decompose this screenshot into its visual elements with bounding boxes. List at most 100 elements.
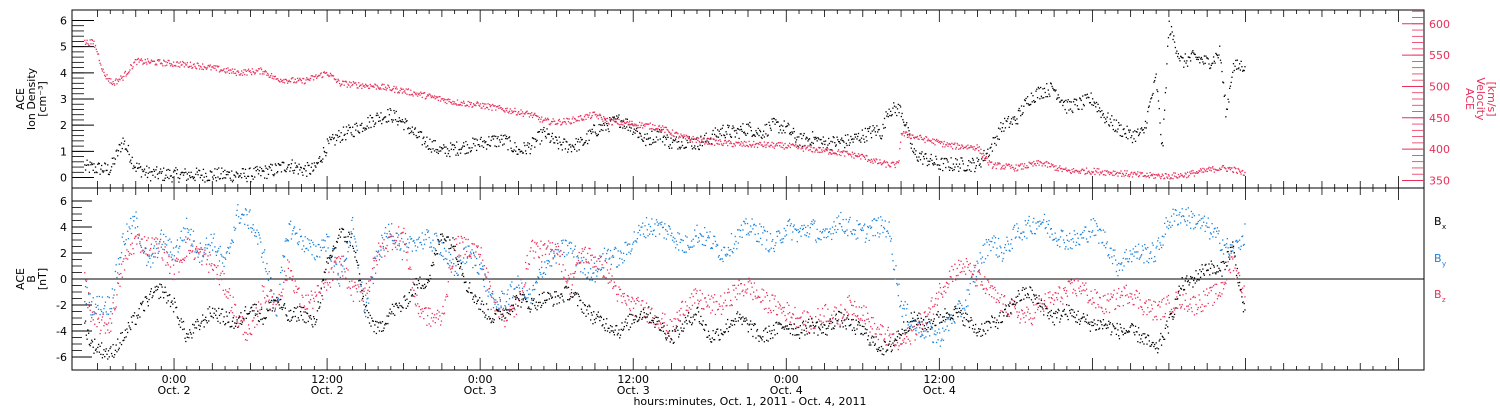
by-point-322 [330, 260, 332, 262]
velocity-point-777 [678, 135, 681, 138]
by-point-300 [313, 257, 316, 259]
by-point-767 [671, 232, 673, 234]
velocity-point-1273 [1058, 166, 1060, 169]
density-point-833 [721, 127, 723, 129]
density-point-642 [575, 138, 577, 140]
velocity-point-73 [140, 59, 142, 61]
by-point-442 [422, 248, 424, 250]
bz-point-35 [110, 322, 113, 324]
density-point-326 [333, 137, 335, 139]
density-point-437 [418, 135, 420, 138]
density-point-1184 [990, 146, 992, 149]
by-point-564 [515, 286, 518, 288]
velocity-point-782 [682, 136, 684, 138]
density-point-664 [592, 131, 594, 133]
density-point-787 [686, 139, 688, 142]
by-point-1013 [859, 223, 861, 225]
velocity-point-145 [195, 67, 197, 69]
density-point-692 [613, 116, 616, 118]
velocity-point-291 [306, 78, 309, 80]
by-point-1263 [1050, 227, 1053, 230]
density-point-561 [513, 149, 515, 151]
density-point-144 [194, 179, 196, 182]
density-point-1415 [1167, 45, 1169, 47]
velocity-point-600 [543, 119, 545, 121]
density-point-1416 [1167, 37, 1170, 39]
velocity-point-1033 [874, 161, 876, 163]
density-point-983 [836, 136, 838, 138]
density-point-468 [442, 147, 444, 149]
by-point-302 [315, 245, 317, 247]
density-point-706 [624, 127, 626, 130]
density-point-1107 [931, 159, 933, 161]
density-point-137 [189, 175, 191, 177]
density-point-1099 [925, 153, 927, 155]
density-point-1303 [1081, 108, 1083, 110]
by-point-880 [757, 233, 759, 235]
density-point-517 [479, 138, 482, 140]
by-point-903 [775, 242, 777, 244]
velocity-point-797 [694, 138, 696, 140]
density-point-343 [346, 132, 348, 135]
by-point-712 [629, 243, 631, 245]
density-point-376 [371, 117, 374, 119]
by-point-112 [169, 251, 172, 253]
velocity-point-496 [463, 102, 466, 104]
velocity-point-149 [198, 64, 200, 67]
density-point-453 [430, 151, 433, 153]
density-point-631 [567, 151, 569, 153]
density-point-679 [603, 124, 606, 126]
velocity-point-1177 [984, 159, 987, 162]
by-point-1022 [866, 233, 868, 235]
velocity-point-889 [764, 144, 766, 146]
density-point-597 [541, 140, 543, 142]
density-point-620 [558, 136, 560, 138]
velocity-point-581 [528, 116, 531, 118]
density-point-601 [544, 130, 546, 133]
by-point-827 [717, 244, 719, 246]
velocity-point-698 [618, 118, 620, 121]
velocity-point-361 [360, 84, 362, 86]
density-point-1436 [1183, 66, 1185, 68]
velocity-point-548 [503, 110, 505, 112]
velocity-point-1478 [1215, 169, 1217, 171]
density-point-862 [743, 131, 746, 133]
by-point-1420 [1170, 215, 1173, 217]
by-point-1255 [1044, 227, 1046, 230]
by-point-1475 [1212, 231, 1215, 233]
density-point-715 [631, 123, 633, 125]
velocity-point-1065 [899, 148, 901, 150]
density-point-546 [502, 144, 504, 146]
density-point-470 [443, 146, 446, 148]
velocity-point-1381 [1141, 172, 1143, 174]
density-point-233 [262, 169, 264, 172]
by-point-1196 [999, 245, 1001, 247]
velocity-point-155 [202, 68, 205, 71]
by-point-1365 [1128, 258, 1131, 260]
velocity-point-1426 [1175, 175, 1177, 178]
velocity-point-1441 [1186, 171, 1189, 174]
by-point-1232 [1026, 222, 1029, 224]
density-point-119 [175, 167, 177, 169]
velocity-point-1315 [1090, 173, 1092, 175]
velocity-point-660 [589, 112, 591, 114]
by-point-1333 [1104, 231, 1106, 233]
density-point-701 [620, 120, 622, 122]
by-point-497 [464, 262, 466, 265]
by-point-594 [538, 268, 541, 271]
by-point-1100 [925, 324, 928, 326]
density-point-82 [146, 176, 149, 179]
velocity-point-444 [423, 92, 426, 94]
velocity-point-328 [335, 78, 337, 81]
by-point-576 [524, 282, 527, 284]
by-point-125 [179, 237, 182, 239]
bz-point-153 [201, 264, 203, 266]
by-point-640 [573, 248, 576, 250]
velocity-point-780 [681, 134, 683, 137]
density-point-1049 [886, 113, 889, 115]
density-point-707 [625, 118, 627, 120]
velocity-point-965 [822, 147, 824, 149]
by-point-1288 [1069, 247, 1072, 249]
velocity-point-550 [505, 108, 507, 110]
by-point-1479 [1216, 230, 1218, 232]
